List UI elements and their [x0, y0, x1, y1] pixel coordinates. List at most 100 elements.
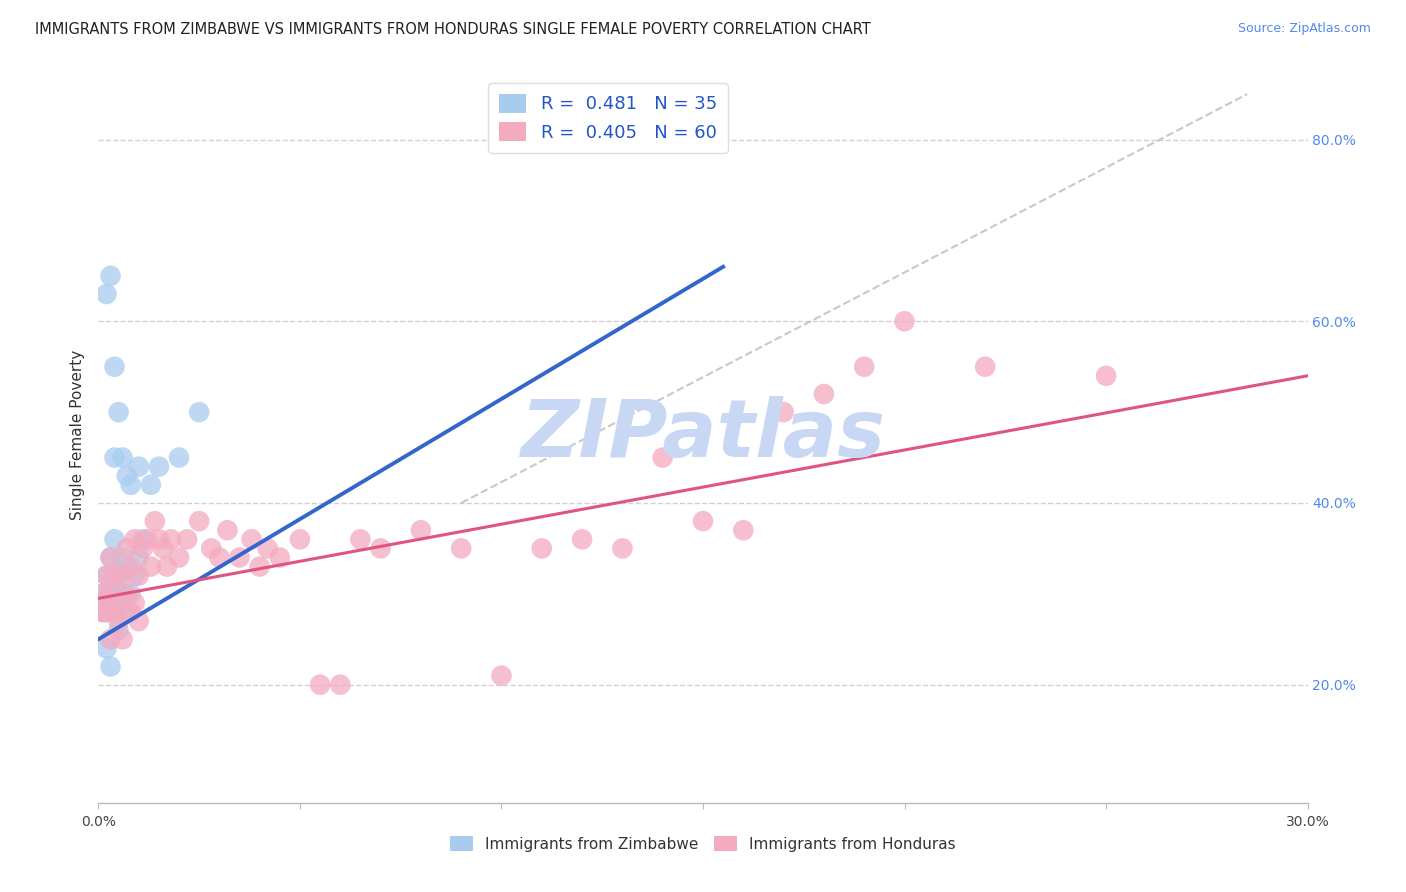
Point — [107, 587, 129, 601]
Point — [107, 568, 129, 582]
Point — [124, 596, 146, 610]
Point — [128, 550, 150, 565]
Point — [100, 550, 122, 565]
Point — [100, 550, 122, 565]
Point — [115, 587, 138, 601]
Point — [135, 533, 157, 547]
Point — [100, 587, 122, 601]
Point — [491, 668, 513, 682]
Point — [120, 605, 142, 619]
Point — [96, 568, 118, 582]
Point — [651, 450, 673, 465]
Point — [120, 478, 142, 492]
Point — [288, 533, 311, 547]
Point — [188, 405, 211, 419]
Point — [217, 523, 239, 537]
Point — [167, 450, 190, 465]
Point — [111, 587, 134, 601]
Point — [240, 533, 263, 547]
Point — [100, 659, 122, 673]
Point — [103, 359, 125, 374]
Point — [148, 533, 170, 547]
Point — [692, 514, 714, 528]
Point — [571, 533, 593, 547]
Point — [111, 632, 134, 647]
Point — [111, 568, 134, 582]
Point — [733, 523, 755, 537]
Point — [111, 550, 134, 565]
Point — [853, 359, 876, 374]
Point — [160, 533, 183, 547]
Point — [91, 605, 114, 619]
Point — [91, 587, 114, 601]
Point — [132, 541, 155, 556]
Point — [96, 605, 118, 619]
Point — [103, 533, 125, 547]
Point — [111, 450, 134, 465]
Point — [370, 541, 392, 556]
Point — [329, 678, 352, 692]
Point — [124, 568, 146, 582]
Point — [256, 541, 278, 556]
Point — [128, 614, 150, 628]
Point — [1095, 368, 1118, 383]
Point — [139, 559, 162, 574]
Point — [530, 541, 553, 556]
Point — [100, 268, 122, 283]
Point — [100, 632, 122, 647]
Point — [143, 514, 166, 528]
Point — [176, 533, 198, 547]
Point — [128, 568, 150, 582]
Point — [115, 541, 138, 556]
Point — [107, 623, 129, 637]
Point — [103, 568, 125, 582]
Point — [103, 605, 125, 619]
Point — [152, 541, 174, 556]
Point — [450, 541, 472, 556]
Point — [120, 587, 142, 601]
Point — [128, 459, 150, 474]
Point — [208, 550, 231, 565]
Point — [91, 605, 114, 619]
Point — [100, 587, 122, 601]
Point — [893, 314, 915, 328]
Point — [188, 514, 211, 528]
Point — [813, 387, 835, 401]
Point — [974, 359, 997, 374]
Point — [96, 568, 118, 582]
Point — [249, 559, 271, 574]
Point — [156, 559, 179, 574]
Point — [772, 405, 794, 419]
Point — [132, 533, 155, 547]
Point — [103, 450, 125, 465]
Point — [409, 523, 432, 537]
Point — [115, 468, 138, 483]
Legend: Immigrants from Zimbabwe, Immigrants from Honduras: Immigrants from Zimbabwe, Immigrants fro… — [444, 830, 962, 858]
Point — [120, 559, 142, 574]
Point — [96, 287, 118, 301]
Point — [612, 541, 634, 556]
Point — [200, 541, 222, 556]
Point — [124, 533, 146, 547]
Point — [115, 605, 138, 619]
Point — [309, 678, 332, 692]
Point — [107, 405, 129, 419]
Point — [103, 605, 125, 619]
Point — [96, 641, 118, 656]
Point — [107, 596, 129, 610]
Point — [91, 587, 114, 601]
Point — [115, 559, 138, 574]
Point — [139, 478, 162, 492]
Point — [228, 550, 250, 565]
Text: Source: ZipAtlas.com: Source: ZipAtlas.com — [1237, 22, 1371, 36]
Point — [148, 459, 170, 474]
Text: IMMIGRANTS FROM ZIMBABWE VS IMMIGRANTS FROM HONDURAS SINGLE FEMALE POVERTY CORRE: IMMIGRANTS FROM ZIMBABWE VS IMMIGRANTS F… — [35, 22, 870, 37]
Point — [269, 550, 291, 565]
Point — [349, 533, 371, 547]
Point — [167, 550, 190, 565]
Point — [107, 614, 129, 628]
Point — [96, 605, 118, 619]
Point — [103, 568, 125, 582]
Text: ZIPatlas: ZIPatlas — [520, 396, 886, 474]
Y-axis label: Single Female Poverty: Single Female Poverty — [69, 350, 84, 520]
